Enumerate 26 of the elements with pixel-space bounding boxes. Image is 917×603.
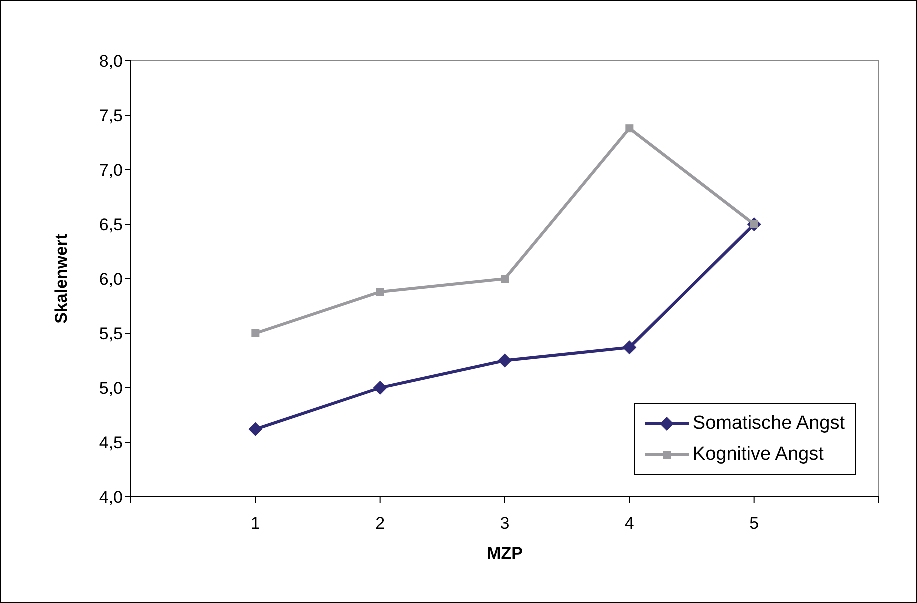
point xyxy=(376,288,384,296)
x-tick-label: 5 xyxy=(750,514,760,534)
y-tick-label: 6,5 xyxy=(99,216,123,235)
y-tick-label: 4,5 xyxy=(99,434,123,453)
y-tick-label: 4,0 xyxy=(99,488,123,508)
y-tick-label: 5,5 xyxy=(99,324,123,344)
point xyxy=(501,275,509,283)
y-tick-label: 7,0 xyxy=(99,161,123,180)
y-tick-label: 7,5 xyxy=(99,106,123,126)
point xyxy=(373,381,388,395)
point xyxy=(252,330,260,338)
y-tick-label: 8,0 xyxy=(99,52,123,72)
y-axis-title: Skalenwert xyxy=(52,234,72,324)
point xyxy=(248,422,263,436)
point xyxy=(498,354,512,368)
point xyxy=(622,340,637,355)
x-tick-label: 2 xyxy=(376,514,386,534)
x-tick-label: 1 xyxy=(250,514,260,534)
point xyxy=(626,124,634,133)
legend-label: Kognitive Angst xyxy=(692,443,824,467)
x-axis-title: MZP xyxy=(487,544,523,563)
y-tick-label: 6,0 xyxy=(99,270,123,290)
y-tick-label: 5,0 xyxy=(99,379,123,398)
x-tick-label: 4 xyxy=(624,514,634,534)
x-tick-label: 3 xyxy=(500,514,510,534)
legend-label: Somatische Angst xyxy=(692,412,845,436)
